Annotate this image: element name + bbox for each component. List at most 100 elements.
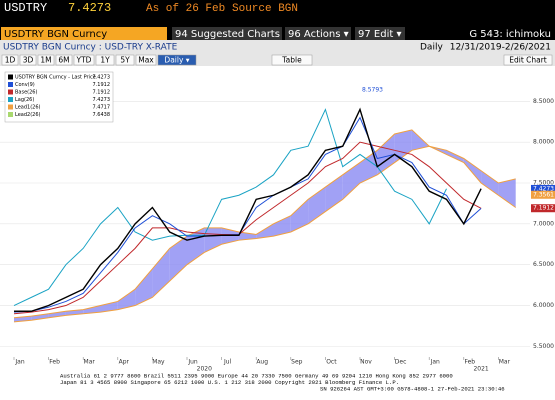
- y-tick-label: 5.5000: [533, 343, 554, 350]
- button-label[interactable]: 3D: [23, 56, 34, 65]
- button[interactable]: [1, 54, 19, 66]
- buttons: 1D 3D 1M 6M YTD 1Y 5Y Max Daily ▾ Table Edit Chart: [1, 54, 553, 66]
- button[interactable]: [55, 54, 73, 66]
- price-box: [531, 190, 555, 199]
- legend-value: 7.1912: [93, 90, 111, 96]
- legend-value: 7.4273: [93, 97, 111, 103]
- footer-line: Australia 61 2 9777 8600 Brazil 5511 239…: [60, 372, 453, 379]
- y-tick-label: 8.5000: [533, 98, 554, 105]
- series-line: [13, 129, 516, 319]
- button[interactable]: [157, 54, 197, 66]
- edit[interactable]: 97 Edit ▾: [358, 29, 401, 40]
- cloud: [117, 289, 136, 310]
- cloud: [48, 311, 66, 318]
- price: 7.4273: [68, 1, 111, 15]
- series-line: [13, 145, 516, 323]
- cloud: [481, 170, 499, 196]
- x-tick-label: Jan: [430, 359, 440, 366]
- peak-label: 8.5793: [362, 86, 383, 93]
- cloud: [135, 268, 153, 306]
- button[interactable]: [503, 54, 553, 66]
- x-tick-label: Dec: [395, 359, 407, 366]
- legend-value: 7.4273: [93, 75, 111, 81]
- y-tick-label: 8.0000: [533, 139, 554, 146]
- x-tick-label: May: [152, 359, 165, 366]
- footer-line: SN 926264 AST GMT+3:00 G578-4808-1 27-Fe…: [320, 385, 505, 392]
- suggested[interactable]: 94 Suggested Charts: [175, 29, 280, 40]
- button[interactable]: [135, 54, 157, 66]
- legend-box: [4, 71, 114, 123]
- cloud: [463, 158, 482, 183]
- year-label: 2020: [197, 366, 212, 373]
- range: 12/31/2019-2/26/2021: [450, 43, 551, 53]
- legend-name: Lag(26): [15, 97, 34, 103]
- button-label[interactable]: 1Y: [100, 56, 110, 65]
- cloud: [256, 223, 274, 239]
- period: Daily: [420, 43, 443, 53]
- button-label[interactable]: Max: [138, 56, 154, 65]
- legend-name: Lead1(26): [15, 105, 41, 111]
- security-box[interactable]: [1, 27, 167, 40]
- button[interactable]: [37, 54, 55, 66]
- x-tick-label: Jun: [187, 359, 198, 366]
- y-tick-label: 6.0000: [533, 302, 554, 309]
- legend-name: USDTRY BGN Curncy - Last Price: [15, 75, 96, 81]
- button-label[interactable]: 1D: [5, 56, 16, 65]
- edit-btn[interactable]: [355, 27, 405, 40]
- template: G 543: ichimoku: [469, 29, 551, 40]
- cloud: [360, 150, 378, 183]
- cloud: [308, 187, 326, 224]
- button-label[interactable]: Edit Chart: [509, 56, 547, 65]
- cloud: [221, 227, 239, 245]
- button[interactable]: [73, 54, 95, 66]
- cloud: [498, 178, 516, 208]
- cloud: [411, 129, 430, 151]
- series-line: [13, 141, 482, 315]
- y-tick-label: 7.5000: [533, 180, 554, 187]
- button-label[interactable]: Daily ▾: [164, 56, 189, 65]
- legend-swatch: [8, 82, 13, 87]
- button[interactable]: [95, 54, 115, 66]
- legend-value: 7.6438: [93, 112, 111, 118]
- legend-swatch: [8, 89, 13, 95]
- legend-name: Conv(9): [15, 82, 35, 88]
- suggested-btn[interactable]: [172, 27, 282, 40]
- as-of: As of 26 Feb: [146, 3, 225, 15]
- cloud: [83, 305, 101, 314]
- price-box-label: 7.4273: [533, 185, 554, 192]
- x-tick-label: Mar: [84, 359, 96, 366]
- cloud: [100, 301, 118, 313]
- cloud: [290, 199, 309, 233]
- cloud: [169, 236, 187, 282]
- button[interactable]: [115, 54, 135, 66]
- actions[interactable]: 96 Actions ▾: [288, 29, 349, 40]
- actions-btn[interactable]: [285, 27, 351, 40]
- x-tick-label: Apr: [119, 359, 130, 366]
- legend-value: 7.4717: [93, 105, 111, 111]
- x-tick-label: Nov: [360, 359, 372, 366]
- legend-name: Base(26): [15, 90, 37, 96]
- price-box-label: 7.3561: [533, 191, 554, 198]
- security[interactable]: USDTRY BGN Curncy: [4, 29, 107, 40]
- x-tick-label: Oct: [326, 359, 337, 366]
- button-label[interactable]: YTD: [76, 56, 92, 65]
- x-tick-label: Aug: [256, 359, 268, 366]
- cloud: [394, 129, 412, 163]
- y-tick-label: 7.0000: [533, 220, 554, 227]
- button-label[interactable]: Table: [281, 56, 302, 65]
- button-label[interactable]: 1M: [40, 56, 51, 65]
- legend-swatch: [8, 104, 13, 110]
- button-label[interactable]: 6M: [58, 56, 69, 65]
- button-label[interactable]: 5Y: [120, 56, 130, 65]
- legend-swatch: [8, 97, 13, 102]
- x-tick-label: Sep: [291, 359, 303, 366]
- footer-line: Japan 81 3 4565 8900 Singapore 65 6212 1…: [60, 379, 399, 386]
- button[interactable]: [19, 54, 37, 66]
- price-box: [531, 204, 555, 213]
- cloud: [377, 133, 395, 175]
- series-line: [13, 108, 447, 306]
- x-tick-label: Feb: [464, 359, 475, 366]
- series-line: [14, 107, 482, 312]
- button[interactable]: [271, 54, 313, 66]
